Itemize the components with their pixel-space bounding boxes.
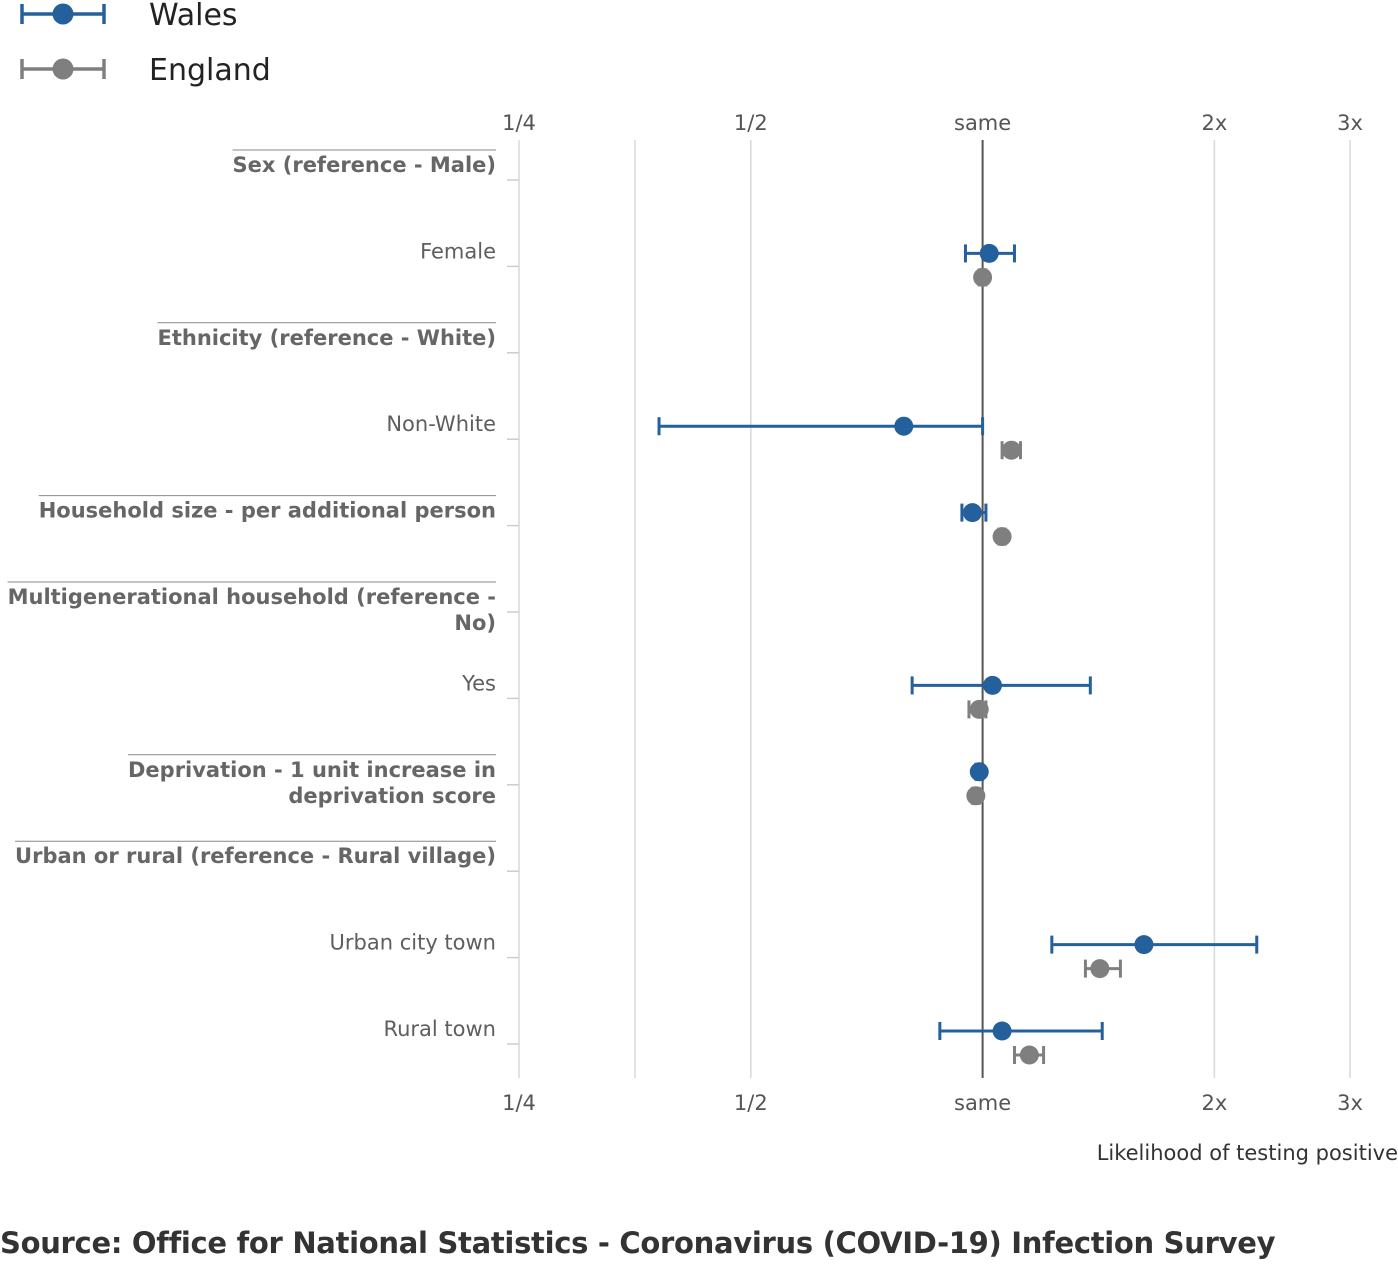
data-point-england [1012, 1045, 1046, 1065]
x-tick-label-bottom: same [954, 1091, 1011, 1115]
x-tick-label-top: same [954, 111, 1011, 135]
estimate-marker [966, 786, 986, 806]
data-point-england [992, 527, 1012, 547]
legend-marker [52, 58, 74, 80]
x-axis-label: Likelihood of testing positive [1097, 1141, 1398, 1165]
x-tick-label-bottom: 1/2 [734, 1091, 768, 1115]
category-label: Non-White [386, 412, 496, 436]
category-label: Yes [461, 671, 496, 695]
x-tick-label-bottom: 1/4 [502, 1091, 536, 1115]
data-point-wales [938, 1021, 1104, 1041]
x-tick-label-top: 2x [1202, 111, 1228, 135]
category-label: Rural town [383, 1017, 496, 1041]
estimate-marker [1019, 1045, 1039, 1065]
source-note: Source: Office for National Statistics -… [0, 1226, 1276, 1260]
estimate-marker [962, 503, 982, 523]
category-heading: Sex (reference - Male) [233, 153, 496, 177]
data-marks [657, 243, 1259, 1065]
x-tick-label-top: 1/4 [502, 111, 536, 135]
x-tick-label-bottom: 2x [1202, 1091, 1228, 1115]
legend-item-wales: Wales [20, 0, 238, 33]
estimate-marker [969, 762, 989, 782]
forest-plot: 1/4 1/4 1/2 1/2 same same 2x 2x 3x 3x Sex (refere… [7, 0, 1398, 1165]
estimate-marker [1134, 935, 1154, 955]
estimate-marker [979, 243, 999, 263]
legend-label: Wales [149, 0, 238, 33]
data-point-wales [657, 416, 985, 436]
category-heading: Urban or rural (reference - Rural villag… [15, 844, 496, 868]
estimate-marker [1001, 440, 1021, 460]
category-heading: Household size - per additional person [39, 499, 496, 523]
estimate-marker [992, 527, 1012, 547]
estimate-marker [1090, 959, 1110, 979]
data-point-england [1083, 959, 1122, 979]
data-point-wales [1050, 935, 1259, 955]
legend: Wales England [20, 0, 271, 88]
x-tick-label-top: 1/2 [734, 111, 768, 135]
x-tick-label-bottom: 3x [1337, 1091, 1363, 1115]
category-labels: Sex (reference - Male) Female Ethnicity (r… [7, 149, 519, 1045]
estimate-marker [894, 416, 914, 436]
category-heading: Ethnicity (reference - White) [157, 326, 496, 350]
data-point-england [1000, 440, 1023, 460]
estimate-marker [969, 699, 989, 719]
estimate-marker [982, 675, 1002, 695]
x-tick-label-top: 3x [1337, 111, 1363, 135]
legend-item-england: England [20, 53, 271, 88]
estimate-marker [973, 267, 993, 287]
legend-label: England [149, 53, 271, 88]
data-point-england [967, 699, 989, 719]
data-point-england [966, 786, 986, 806]
category-label: Urban city town [330, 931, 496, 955]
category-heading: Deprivation - 1 unit increase in deprivat… [128, 758, 496, 808]
category-heading: Multigenerational household (reference -… [8, 585, 496, 635]
gridlines: 1/4 1/4 1/2 1/2 same same 2x 2x 3x 3x [502, 111, 1363, 1115]
data-point-england [973, 267, 993, 287]
data-point-wales [963, 243, 1016, 263]
estimate-marker [992, 1021, 1012, 1041]
legend-marker [52, 3, 74, 25]
category-label: Female [420, 239, 496, 263]
data-point-wales [969, 762, 989, 782]
data-point-wales [910, 675, 1092, 695]
data-point-wales [960, 503, 988, 523]
